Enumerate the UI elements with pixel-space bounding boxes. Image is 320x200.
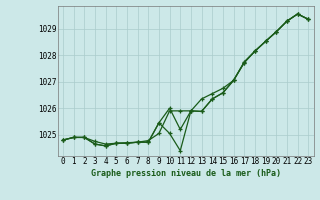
X-axis label: Graphe pression niveau de la mer (hPa): Graphe pression niveau de la mer (hPa) bbox=[91, 169, 281, 178]
